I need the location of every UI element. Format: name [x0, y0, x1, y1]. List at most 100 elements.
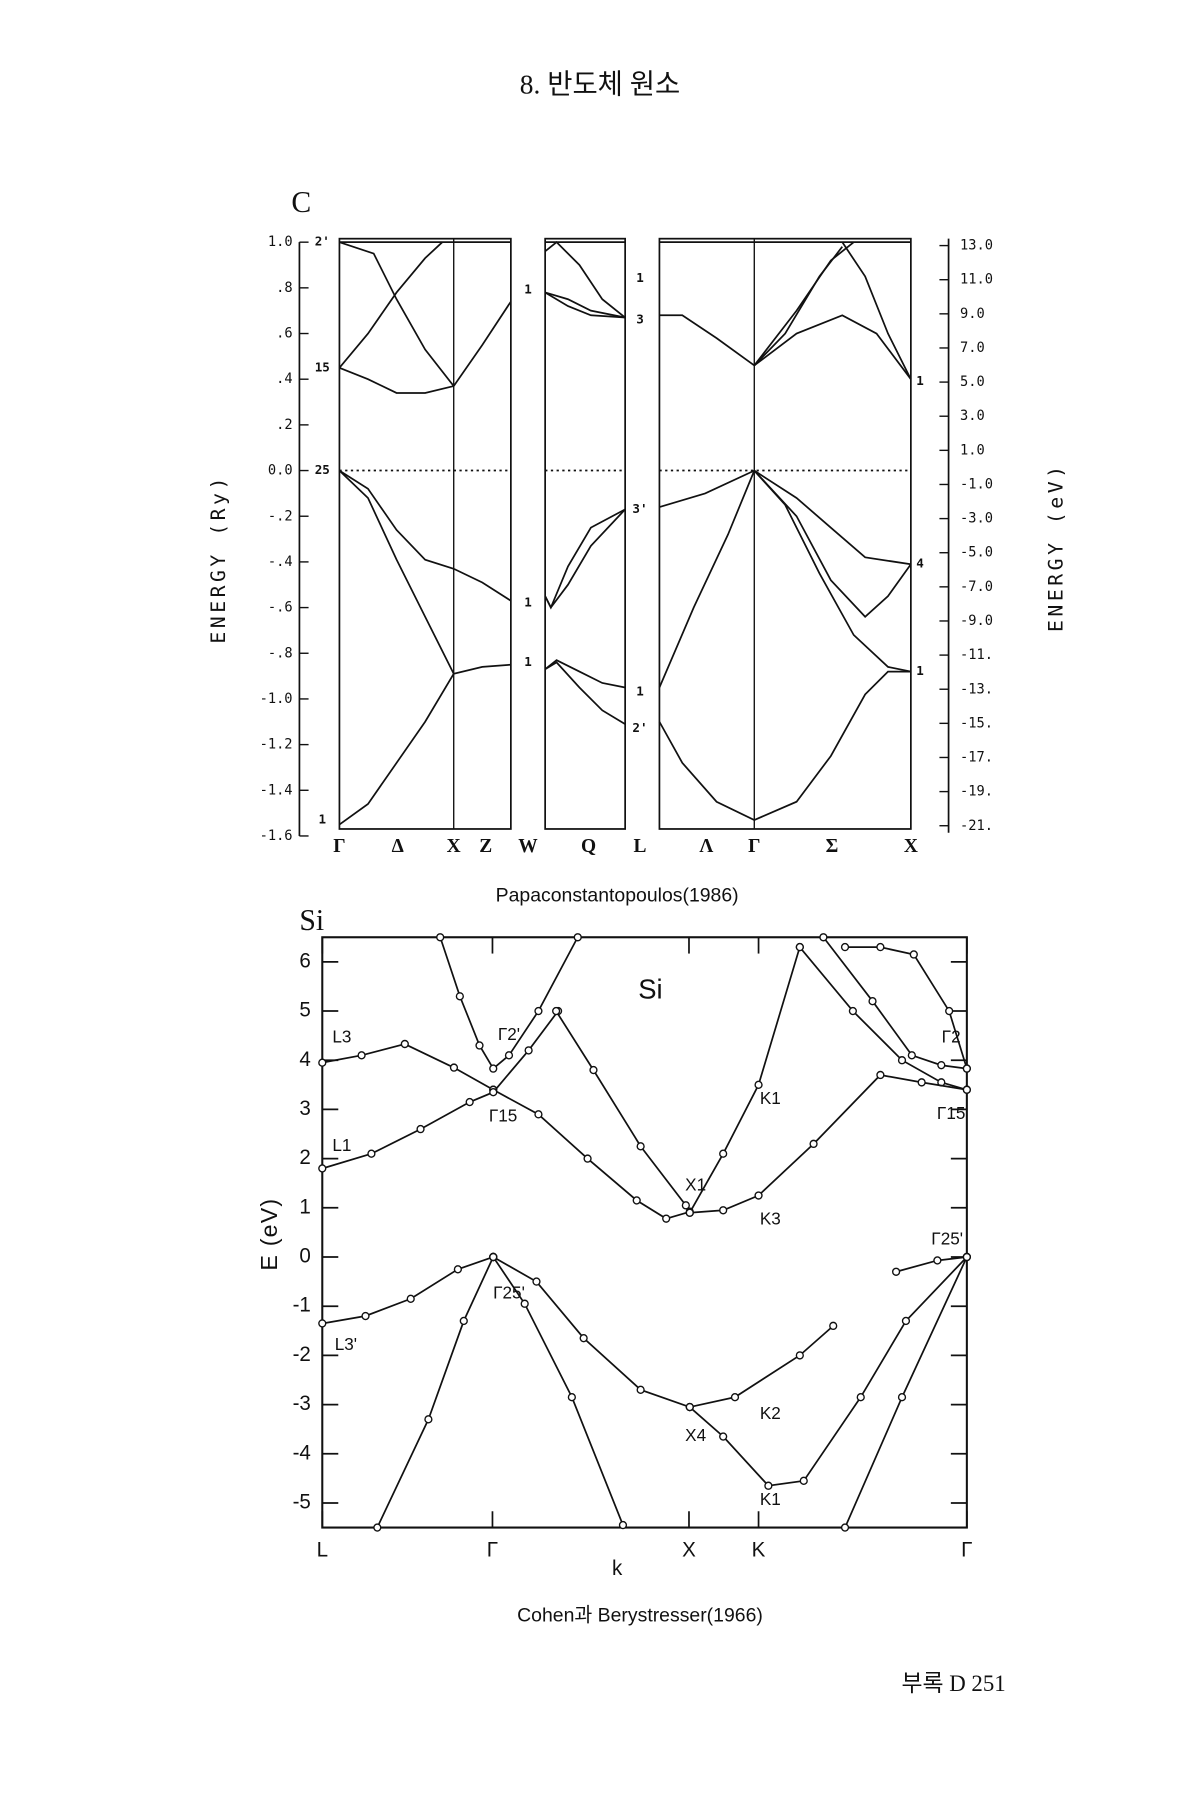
annotation: 1 — [524, 282, 532, 297]
annotation: 3' — [632, 501, 647, 516]
y-axis-label: E (eV) — [256, 1198, 282, 1271]
band-point — [318, 1164, 327, 1173]
x-tick-label: Γ — [748, 836, 760, 857]
band-point — [907, 1051, 916, 1060]
y-tick-label: -.2 — [268, 508, 293, 524]
band-curve — [689, 1325, 834, 1408]
annotation: Si — [638, 974, 662, 1005]
band-point — [962, 1252, 971, 1262]
y-tick-label: -1.4 — [260, 782, 293, 798]
panel-frame — [658, 237, 912, 830]
band-point — [367, 1149, 376, 1158]
band-point — [475, 1041, 484, 1050]
annotation: Γ25' — [493, 1282, 525, 1302]
annotation: K1 — [760, 1489, 781, 1509]
band-point — [799, 1476, 808, 1486]
y2-tick-label: -11. — [960, 647, 993, 663]
band-point — [583, 1154, 592, 1163]
y-tick-label: -.4 — [268, 554, 293, 570]
y-tick-label: 4 — [299, 1048, 310, 1071]
page-footer: 부록 D 251 — [901, 1670, 1005, 1696]
band-curve — [339, 366, 454, 394]
band-point — [318, 1058, 327, 1067]
band-point — [840, 1523, 850, 1532]
band-point — [868, 997, 877, 1006]
band-point — [897, 1056, 907, 1065]
band-curve — [544, 661, 626, 725]
y2-tick-label: -15. — [960, 715, 993, 731]
chart-title: Si — [299, 904, 324, 937]
band-point — [579, 1333, 588, 1343]
band-curve — [753, 469, 911, 566]
y-tick-label: 3 — [299, 1097, 310, 1120]
band-point — [754, 1191, 763, 1200]
band-curve — [753, 246, 843, 367]
band-point — [416, 1124, 425, 1134]
band-curve — [753, 314, 912, 380]
band-point — [819, 933, 828, 942]
y2-tick-label: -21. — [960, 818, 993, 834]
y2-tick-label: -3.0 — [960, 511, 993, 527]
y2-tick-label: 11.0 — [960, 272, 993, 288]
band-point — [455, 992, 464, 1001]
band-curve — [338, 663, 511, 826]
chart-title: C — [291, 186, 311, 219]
band-point — [573, 933, 582, 942]
band-point — [681, 1201, 690, 1210]
band-curve — [659, 469, 755, 508]
x-tick-label: X — [904, 836, 918, 857]
band-point — [400, 1039, 409, 1049]
band-curve — [659, 314, 755, 367]
band-point — [933, 1256, 942, 1265]
band-curve — [658, 470, 756, 688]
x-tick-label: Δ — [392, 836, 404, 857]
band-point — [945, 1006, 954, 1016]
annotation: K2 — [760, 1403, 781, 1423]
x-tick-label: L — [317, 1538, 328, 1561]
panel-frame — [544, 237, 626, 830]
band-point — [662, 1214, 671, 1223]
annotation: L1 — [332, 1135, 351, 1155]
band-point — [524, 1046, 533, 1055]
y-tick-label: -1.2 — [260, 737, 293, 753]
band-point — [361, 1311, 370, 1321]
annotation: 3 — [636, 311, 644, 326]
annotation: 1 — [636, 270, 644, 285]
y2-tick-label: -1.0 — [960, 476, 993, 492]
band-curve — [658, 670, 911, 821]
y-tick-label: -4 — [293, 1441, 311, 1464]
y-tick-label: .4 — [276, 371, 293, 387]
band-point — [795, 1351, 804, 1360]
caption: Papaconstantopoulos(1986) — [496, 885, 739, 907]
x-axis-label: k — [612, 1557, 623, 1580]
band-curve — [544, 659, 626, 689]
band-point — [465, 1097, 474, 1107]
y-tick-label: 2 — [299, 1146, 310, 1169]
band-point — [520, 1299, 529, 1308]
band-curve — [339, 241, 455, 387]
band-point — [891, 1267, 901, 1276]
y-tick-label: 0 — [299, 1244, 310, 1267]
y2-tick-label: 7.0 — [960, 340, 985, 356]
x-tick-label: X — [447, 836, 461, 857]
y2-tick-label: -7.0 — [960, 579, 993, 595]
band-curve — [338, 469, 455, 675]
annotation: K1 — [760, 1088, 781, 1108]
y-tick-label: -5 — [293, 1490, 311, 1513]
band-point — [685, 1402, 694, 1412]
annotation: L3' — [335, 1334, 357, 1354]
band-point — [406, 1294, 415, 1304]
band-point — [917, 1078, 926, 1087]
band-point — [795, 942, 804, 952]
band-point — [424, 1415, 433, 1424]
annotation: 25 — [315, 462, 330, 477]
y-tick-label: 0.0 — [268, 462, 293, 478]
band-point — [552, 1006, 561, 1016]
annotation: 15 — [315, 359, 330, 374]
x-tick-label: Γ — [487, 1538, 498, 1561]
band-curve — [492, 1256, 624, 1526]
band-curve — [453, 301, 512, 387]
band-point — [719, 1149, 728, 1158]
